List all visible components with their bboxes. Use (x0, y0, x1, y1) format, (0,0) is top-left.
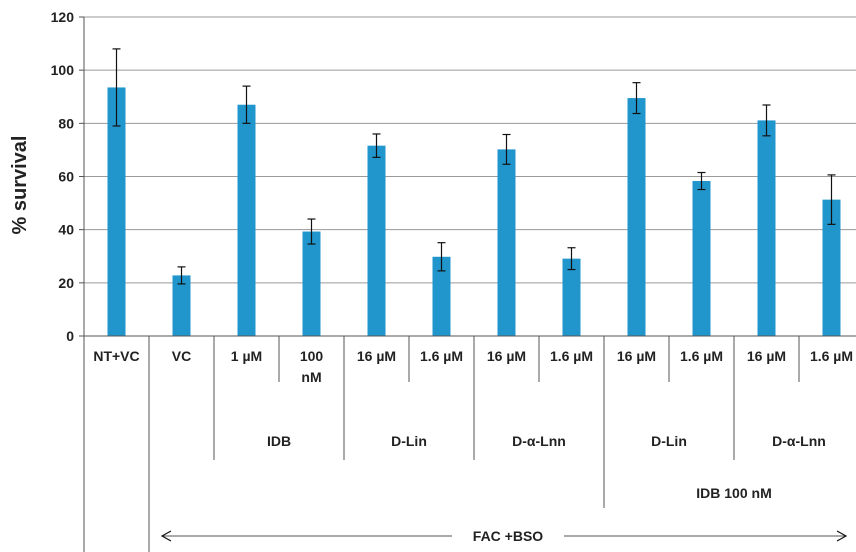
y-tick-label: 0 (66, 328, 74, 344)
x-tick-label: 16 µM (487, 348, 526, 364)
group-label: D-α-Lnn (512, 433, 566, 449)
group-label: D-α-Lnn (772, 433, 826, 449)
arrow-head-left (160, 530, 172, 542)
bar (107, 87, 126, 336)
group-label-fac-bso: FAC +BSO (473, 528, 544, 544)
bar (432, 256, 451, 336)
bar (692, 181, 711, 336)
x-tick-label: 1 µM (231, 348, 262, 364)
bar (627, 98, 646, 337)
error-bars (112, 48, 836, 285)
bar (172, 275, 191, 336)
x-tick-label: 1.6 µM (550, 348, 593, 364)
group-label: D-Lin (391, 433, 427, 449)
x-tick-label: 1.6 µM (680, 348, 723, 364)
y-tick-label: 40 (58, 222, 74, 238)
x-tick-label: 1.6 µM (420, 348, 463, 364)
x-tick-label: 100 (300, 348, 324, 364)
bar (237, 104, 256, 336)
bar (757, 120, 776, 336)
category-labels: NT+VC VC 1 µM 100 nM 16 µM 1.6 µM 16 µM 1.6 µM 16… (93, 348, 853, 385)
x-tick-label: NT+VC (93, 348, 139, 364)
group-label: D-Lin (651, 433, 687, 449)
bar (302, 231, 321, 336)
bar (367, 145, 386, 336)
group-label: IDB (267, 433, 291, 449)
group-label-idb: IDB 100 nM (696, 485, 771, 501)
group-labels: IDB D-Lin D-α-Lnn D-Lin D-α-Lnn IDB 100 nM FAC… (83, 336, 848, 552)
x-tick-label: 16 µM (357, 348, 396, 364)
y-axis-label: % survival (9, 136, 31, 235)
axes: 0 20 40 60 80 100 120 (51, 9, 856, 344)
arrow-head-right (836, 530, 848, 542)
bar (562, 258, 581, 336)
x-tick-label: VC (172, 348, 191, 364)
gridlines (84, 16, 856, 284)
y-tick-label: 60 (58, 169, 74, 185)
x-tick-label: 1.6 µM (810, 348, 853, 364)
x-tick-label: 16 µM (617, 348, 656, 364)
y-tick-label: 120 (51, 9, 75, 25)
y-tick-label: 100 (51, 62, 75, 78)
x-tick-label: nM (301, 369, 321, 385)
bars (107, 87, 841, 337)
bar (497, 149, 516, 336)
x-tick-label: 16 µM (747, 348, 786, 364)
y-tick-label: 20 (58, 275, 74, 291)
y-tick-label: 80 (58, 115, 74, 131)
bar (822, 199, 841, 336)
